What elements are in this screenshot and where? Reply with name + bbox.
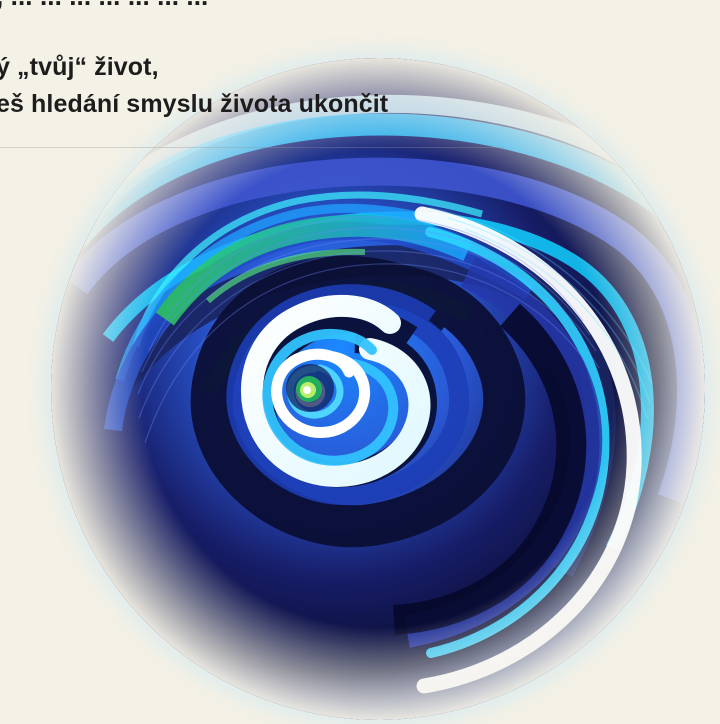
top-partial-text: , ... ... ... ... ... ... ... [0,0,208,12]
text-divider [0,147,504,148]
orb-group [41,48,715,724]
heading-line-1: ý „tvůj“ život, [0,53,159,81]
heading-line-2: eš hledání smyslu života ukončit [0,90,389,118]
